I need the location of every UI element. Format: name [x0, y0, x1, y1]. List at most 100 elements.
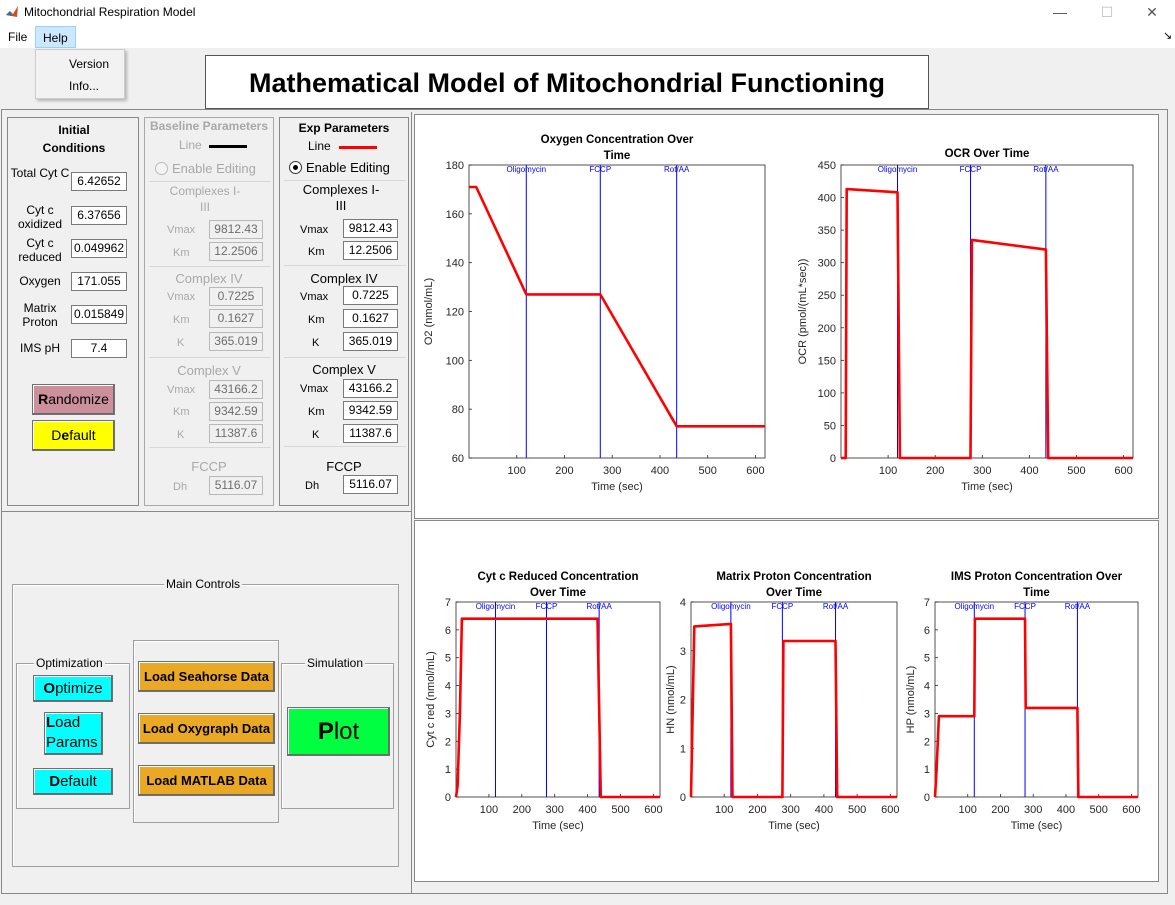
plot-axes-box	[934, 601, 1139, 798]
x-tick-label: 200	[991, 804, 1009, 816]
default-button[interactable]: Default	[32, 420, 115, 451]
optimization-default-button[interactable]: Default	[33, 768, 113, 795]
load-oxygraph-button[interactable]: Load Oxygraph Data	[138, 713, 275, 744]
left-divider	[2, 511, 411, 512]
ims-ph-input[interactable]: 7.4	[71, 339, 127, 358]
y-tick-label: 140	[446, 258, 464, 270]
close-button[interactable]: ✕	[1146, 4, 1158, 20]
menu-item-version[interactable]: Version	[69, 57, 110, 71]
y-tick-label: 120	[446, 307, 464, 319]
initial-conditions-title: Initial Conditions	[42, 123, 106, 155]
load-params-line2: Params	[46, 734, 98, 751]
y-tick-label: 3	[680, 646, 686, 658]
initial-conditions-panel: Initial Conditions Total Cyt C 6.42652 C…	[7, 117, 139, 506]
plot-accel: P	[317, 718, 334, 745]
baseline-vmax-input[interactable]: 9812.43	[209, 220, 263, 239]
exp-c5-k-input[interactable]: 11387.6	[343, 424, 398, 443]
y-tick-label: 0	[924, 792, 930, 804]
plot-button[interactable]: Plot	[287, 707, 390, 756]
baseline-line-label: Line	[179, 138, 202, 152]
chart-title: Cyt c Reduced Concentration	[477, 571, 638, 583]
plot-rest: lot	[333, 718, 360, 745]
cytc-oxidized-input[interactable]: 6.37656	[71, 206, 127, 225]
baseline-c5-k-input[interactable]: 11387.6	[209, 424, 263, 443]
vertical-divider	[411, 112, 412, 894]
exp-c5-vmax-input[interactable]: 43166.2	[343, 379, 398, 398]
baseline-c4-km-input[interactable]: 0.1627	[209, 309, 263, 328]
y-tick-label: 80	[452, 404, 464, 416]
x-axis-label: Time (sec)	[591, 481, 643, 493]
exp-enable-radio[interactable]	[289, 161, 302, 174]
y-axis-label: OCR (pmol/(mL*sec))	[797, 259, 809, 365]
maximize-button[interactable]: ☐	[1100, 4, 1114, 20]
exp-divider	[284, 180, 406, 181]
y-tick-label: 0	[445, 792, 451, 804]
optimization-title: Optimization	[34, 656, 105, 670]
series-line	[469, 185, 765, 428]
baseline-km-input[interactable]: 12.2506	[209, 242, 263, 261]
exp-vmax-input[interactable]: 9812.43	[343, 219, 398, 238]
baseline-divider	[149, 181, 271, 182]
baseline-c5-vmax-input[interactable]: 43166.2	[209, 380, 263, 399]
total-cytc-input[interactable]: 6.42652	[71, 172, 127, 191]
event-label: Rot/AA	[823, 602, 849, 611]
x-tick-label: 400	[578, 804, 596, 816]
y-axis-label: HN (nmol/mL)	[665, 665, 677, 733]
help-dropdown: Version Info...	[35, 49, 125, 99]
baseline-enable-radio[interactable]	[155, 162, 168, 175]
dock-arrow-icon[interactable]: ↘	[1163, 30, 1173, 42]
optimize-button[interactable]: Optimize	[33, 675, 113, 702]
cytc-reduced-input[interactable]: 0.049962	[71, 239, 127, 258]
exp-c4-vmax-input[interactable]: 0.7225	[343, 286, 398, 305]
x-tick-label: 200	[748, 804, 766, 816]
load-params-accel: L	[46, 714, 56, 731]
x-tick-label: 500	[611, 804, 629, 816]
simulation-title: Simulation	[305, 656, 366, 670]
baseline-c4-vmax-input[interactable]: 0.7225	[209, 287, 263, 306]
exp-c4-km-input[interactable]: 0.1627	[343, 309, 398, 328]
x-tick-label: 400	[1020, 465, 1038, 477]
matrix-proton-label: Matrix Proton	[22, 301, 58, 329]
minimize-button[interactable]: —	[1053, 4, 1067, 20]
menu-help[interactable]: Help	[35, 26, 76, 48]
y-tick-label: 50	[824, 420, 836, 432]
oxygen-input[interactable]: 171.055	[71, 272, 127, 291]
randomize-button[interactable]: Randomize	[32, 384, 115, 415]
exp-c4-k-label: K	[312, 337, 320, 349]
load-matlab-button[interactable]: Load MATLAB Data	[138, 765, 275, 796]
y-tick-label: 5	[924, 653, 930, 665]
menu-item-info[interactable]: Info...	[69, 79, 100, 93]
exp-km-label: Km	[308, 246, 325, 258]
exp-km-input[interactable]: 12.2506	[343, 241, 398, 260]
randomize-rest: andomize	[48, 391, 109, 407]
exp-divider	[284, 265, 406, 266]
x-tick-label: 600	[746, 465, 764, 477]
exp-divider	[284, 446, 406, 447]
event-label: Oligomycin	[507, 165, 547, 174]
load-seahorse-button[interactable]: Load Seahorse Data	[138, 661, 275, 692]
baseline-c5-vmax-label: Vmax	[167, 384, 196, 396]
y-tick-label: 300	[818, 258, 836, 270]
exp-c5-km-input[interactable]: 9342.59	[343, 401, 398, 420]
baseline-vmax-label: Vmax	[167, 224, 196, 236]
baseline-c5-km-input[interactable]: 9342.59	[209, 402, 263, 421]
default-accel: e	[61, 427, 70, 443]
event-label: FCCP	[771, 602, 793, 611]
x-tick-label: 400	[651, 465, 669, 477]
optimize-accel: O	[43, 680, 56, 697]
event-label: Rot/AA	[1033, 165, 1059, 174]
load-params-line1: oad	[55, 714, 81, 731]
exp-c4-k-input[interactable]: 365.019	[343, 332, 398, 351]
exp-dh-input[interactable]: 5116.07	[343, 475, 398, 494]
baseline-c4-k-input[interactable]: 365.019	[209, 332, 263, 351]
menu-file[interactable]: File	[8, 30, 28, 44]
baseline-divider	[149, 357, 271, 358]
baseline-dh-input[interactable]: 5116.07	[209, 476, 263, 495]
cytc-oxidized-label: Cyt c oxidized	[17, 203, 63, 231]
y-tick-label: 60	[452, 453, 464, 465]
load-params-button[interactable]: Load Params	[44, 712, 103, 755]
matrix-proton-input[interactable]: 0.015849	[71, 305, 127, 324]
series-line	[933, 617, 1138, 799]
event-label: Oligomycin	[878, 165, 918, 174]
event-label: Oligomycin	[476, 602, 516, 611]
